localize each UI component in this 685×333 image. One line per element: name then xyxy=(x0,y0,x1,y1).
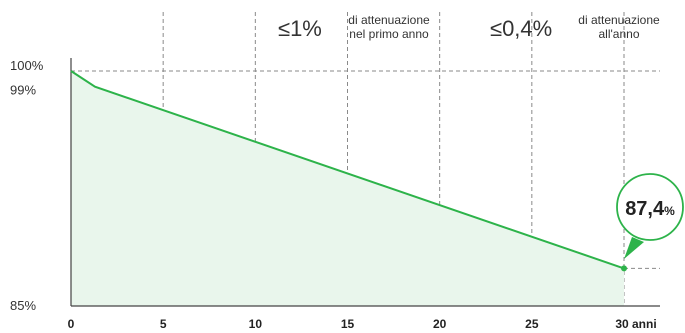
callout-number: 87,4 xyxy=(625,198,665,220)
x-tick-label-1: 5 xyxy=(160,317,167,331)
data-points xyxy=(621,265,627,272)
annotation-per-year-line1: di attenuazione xyxy=(578,13,660,27)
annotation-per-year-value: ≤0,4% xyxy=(490,16,552,41)
end-value-callout: 87,4% xyxy=(616,173,684,259)
axes xyxy=(70,58,660,307)
callout-pointer xyxy=(624,237,644,259)
annotation-first-year-line2: nel primo anno xyxy=(349,27,429,41)
x-tick-labels: 0 5 10 15 20 25 30 anni xyxy=(68,317,657,331)
annotation-per-year-line2: all'anno xyxy=(599,27,640,41)
callout-bubble xyxy=(616,173,684,241)
callout-unit: % xyxy=(664,204,675,218)
x-tick-label-2: 10 xyxy=(249,317,263,331)
x-tick-label-3: 15 xyxy=(341,317,355,331)
x-tick-label-4: 20 xyxy=(433,317,447,331)
annotation-first-year-line1: di attenuazione xyxy=(348,13,430,27)
callout-value: 87,4% xyxy=(625,198,675,220)
y-tick-label-2: 85% xyxy=(10,298,36,313)
annotation-first-year-value: ≤1% xyxy=(278,16,322,41)
y-tick-label-0: 100% xyxy=(10,58,44,73)
y-tick-labels: 100% 99% 85% xyxy=(10,58,44,313)
series-line xyxy=(70,70,625,270)
y-tick-label-1: 99% xyxy=(10,83,36,98)
area-fill xyxy=(71,71,624,306)
x-tick-label-0: 0 xyxy=(68,317,75,331)
end-point xyxy=(621,265,627,272)
grid xyxy=(71,12,660,306)
x-tick-label-6: 30 anni xyxy=(615,317,656,331)
x-tick-label-5: 25 xyxy=(525,317,539,331)
